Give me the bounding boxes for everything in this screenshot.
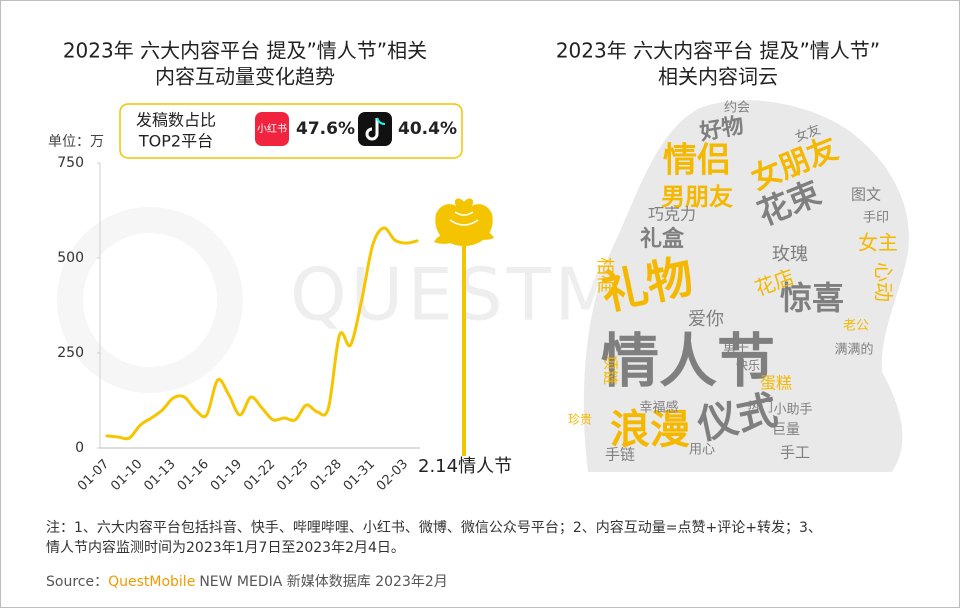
source-brand: QuestMobile [108,574,195,590]
word: 图文 [851,186,881,204]
word: 手工 [780,444,810,462]
chart-title: 2023年 六大内容平台 提及”情人节” [556,39,880,63]
word: 手印 [863,211,889,226]
chart-title: 2023年 六大内容平台 提及”情人节”相关 [63,39,427,63]
y-tick-label: 500 [57,250,84,266]
word: 女主 [858,231,898,255]
word: 满满的 [834,342,873,358]
y-tick-label: 250 [57,345,84,361]
share-value: 47.6% [296,119,355,139]
annotation: 2.14情人节 [418,456,512,477]
xiaohongshu-icon [255,112,289,146]
y-tick-label: 750 [57,155,84,171]
word: 快乐 [736,359,760,373]
word: 相框 [594,257,615,293]
share-title: TOP2平台 [138,132,213,151]
word: 手链 [605,446,635,464]
line-series [105,226,419,441]
watermark-logo [57,207,243,393]
y-tick-label: 0 [75,440,84,456]
y-unit: 单位：万 [48,134,104,150]
chart-title: 内容互动量变化趋势 [155,65,335,89]
share-title: 发稿数占比 [136,111,216,130]
word: 礼盒 [640,226,685,252]
word: 情人节 [601,327,775,395]
douyin-icon [358,112,392,146]
word: 约会 [724,101,750,116]
source-text: NEW MEDIA 新媒体数据库 2023年2月 [199,574,447,590]
share-value: 40.4% [398,119,457,139]
word: 男士 [723,343,749,358]
word: 项链 [602,355,620,385]
footnote: 情人节内容监测时间为2023年1月7日至2023年2月4日。 [46,539,405,556]
icon-label: 小红书 [257,122,287,135]
source-label: Source： [46,574,108,590]
word: 老公 [843,319,869,334]
word: 情侣 [663,141,731,181]
word: 男朋友 [661,183,733,211]
rose-icon [434,198,494,456]
word: 小助手 [773,403,812,418]
word: 巧克力 [648,205,696,224]
word: 珍贵 [568,413,592,427]
word: 浪漫 [610,407,690,453]
chart-title: 相关内容词云 [658,65,778,89]
word: 玫瑰 [772,244,808,265]
word: 幸福感 [639,400,678,416]
word: 心动 [872,262,896,302]
source: Source：QuestMobile NEW MEDIA 新媒体数据库 2023年… [46,574,448,590]
wordcloud-silhouette [583,100,909,472]
footnote: 注：1、六大内容平台包括抖音、快手、哔哩哔哩、小红书、微博、微信公众号平台；2、… [46,519,822,536]
word: 热门 [747,401,773,416]
word: 巨量 [772,422,800,438]
word: 惊喜 [780,279,844,317]
word: 用心 [689,443,715,458]
word: 蛋糕 [760,374,792,393]
word: 爱你 [688,309,724,330]
